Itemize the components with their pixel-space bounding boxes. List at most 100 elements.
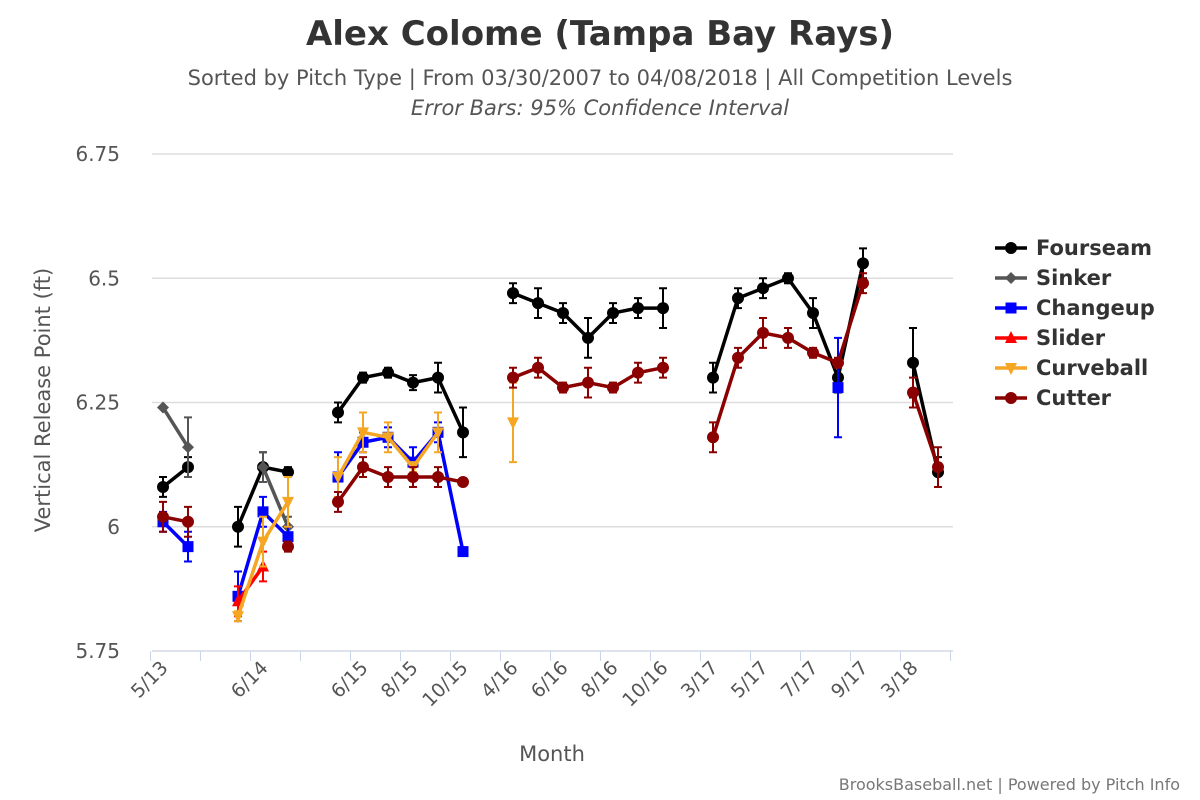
fourseam-point (857, 257, 869, 270)
cutter-point (157, 510, 169, 523)
legend-changeup-label: Changeup (1036, 296, 1155, 320)
fourseam-point (782, 272, 794, 285)
cutter-point (457, 476, 469, 489)
fourseam-line (161, 262, 940, 528)
chart-subtitle: Sorted by Pitch Type | From 03/30/2007 t… (187, 66, 1013, 90)
cutter-point (707, 431, 719, 444)
chart-title: Alex Colome (Tampa Bay Rays) (305, 14, 895, 54)
cutter-point (632, 366, 644, 379)
fourseam-point (807, 307, 819, 320)
cutter-point (932, 461, 944, 474)
fourseam-point (557, 307, 569, 320)
legend-curveball-label: Curveball (1036, 356, 1148, 380)
changeup-point (282, 531, 294, 543)
x-tick-label: 6/15 (327, 657, 373, 703)
cutter-point (857, 277, 869, 290)
fourseam-point (232, 520, 244, 533)
fourseam-point (357, 371, 369, 384)
y-tick-label: 6.75 (75, 142, 120, 166)
cutter-point (332, 495, 344, 508)
sinker-line (161, 406, 290, 528)
cutter-point (607, 381, 619, 394)
curveball-point (432, 427, 444, 440)
fourseam-point (582, 331, 594, 344)
fourseam-point (457, 426, 469, 439)
cutter-point (507, 371, 519, 384)
fourseam-point (632, 302, 644, 315)
sinker-point (157, 401, 169, 414)
curveball-point (507, 417, 519, 430)
changeup-point (832, 382, 844, 394)
curveball-point (382, 432, 394, 445)
cutter-point (582, 376, 594, 389)
x-tick-label: 3/17 (677, 657, 723, 703)
x-tick-label: 6/14 (227, 657, 273, 703)
fourseam-point (157, 480, 169, 493)
fourseam-point (607, 307, 619, 320)
cutter-point (282, 540, 294, 553)
curveball-point (257, 536, 269, 549)
cutter-point (557, 381, 569, 394)
fourseam-point (707, 371, 719, 384)
y-tick-label: 6 (107, 515, 120, 539)
fourseam-point (732, 292, 744, 305)
fourseam-point (532, 297, 544, 310)
cutter-point (657, 361, 669, 374)
legend-slider-marker (1005, 331, 1017, 343)
legend-fourseam-label: Fourseam (1036, 236, 1152, 260)
fourseam-point (507, 287, 519, 300)
x-tick-label: 7/17 (777, 657, 823, 703)
y-tick-label: 6.25 (75, 391, 120, 415)
curveball-point (357, 427, 369, 440)
legend-curveball-marker (1005, 363, 1017, 375)
y-tick-label: 6.5 (88, 266, 120, 290)
fourseam-point (757, 282, 769, 295)
changeup-point (457, 546, 469, 558)
fourseam-point (332, 406, 344, 419)
curveball-line (238, 422, 513, 616)
legend-sinker-label: Sinker (1036, 266, 1112, 290)
y-axis-title: Vertical Release Point (ft) (31, 268, 55, 532)
cutter-point (182, 515, 194, 528)
chart-subtitle-error-bars: Error Bars: 95% Confidence Interval (410, 96, 790, 120)
legend-slider-label: Slider (1036, 326, 1106, 350)
legend-changeup-marker (1005, 302, 1017, 314)
cutter-point (757, 326, 769, 339)
legend-fourseam-marker (1005, 242, 1017, 254)
cutter-point (832, 356, 844, 369)
changeup-point (257, 506, 269, 518)
cutter-point (532, 361, 544, 374)
slider-point (232, 594, 244, 607)
fourseam-point (407, 376, 419, 389)
cutter-point (807, 346, 819, 359)
curveball-point (282, 496, 294, 509)
cutter-point (432, 471, 444, 484)
x-tick-label: 8/16 (577, 657, 623, 703)
x-tick-label: 10/15 (418, 657, 472, 711)
cutter-point (732, 351, 744, 364)
cutter-point (782, 331, 794, 344)
fourseam-point (432, 371, 444, 384)
changeup-point (182, 541, 194, 553)
x-axis-title: Month (519, 742, 585, 766)
x-tick-label: 10/16 (618, 657, 672, 711)
credit-link[interactable]: BrooksBaseball.net | Powered by Pitch In… (838, 775, 1180, 794)
fourseam-point (282, 466, 294, 479)
fourseam-point (382, 366, 394, 379)
y-tick-label: 5.75 (75, 639, 120, 663)
cutter-point (907, 386, 919, 399)
sinker-point (257, 461, 269, 474)
curveball-point (332, 472, 344, 485)
legend-cutter-label: Cutter (1036, 386, 1112, 410)
x-tick-label: 6/16 (527, 657, 573, 703)
fourseam-point (657, 302, 669, 315)
x-tick-label: 4/16 (477, 657, 523, 703)
sinker-point (182, 441, 194, 454)
x-tick-label: 5/17 (727, 657, 773, 703)
legend-sinker-marker (1005, 272, 1017, 284)
fourseam-point (907, 356, 919, 369)
cutter-point (407, 471, 419, 484)
cutter-point (357, 461, 369, 474)
x-tick-label: 3/18 (877, 657, 923, 703)
